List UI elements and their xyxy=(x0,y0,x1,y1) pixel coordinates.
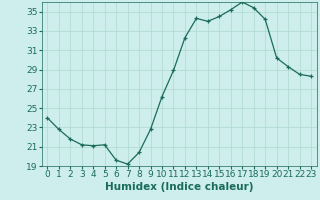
X-axis label: Humidex (Indice chaleur): Humidex (Indice chaleur) xyxy=(105,182,253,192)
